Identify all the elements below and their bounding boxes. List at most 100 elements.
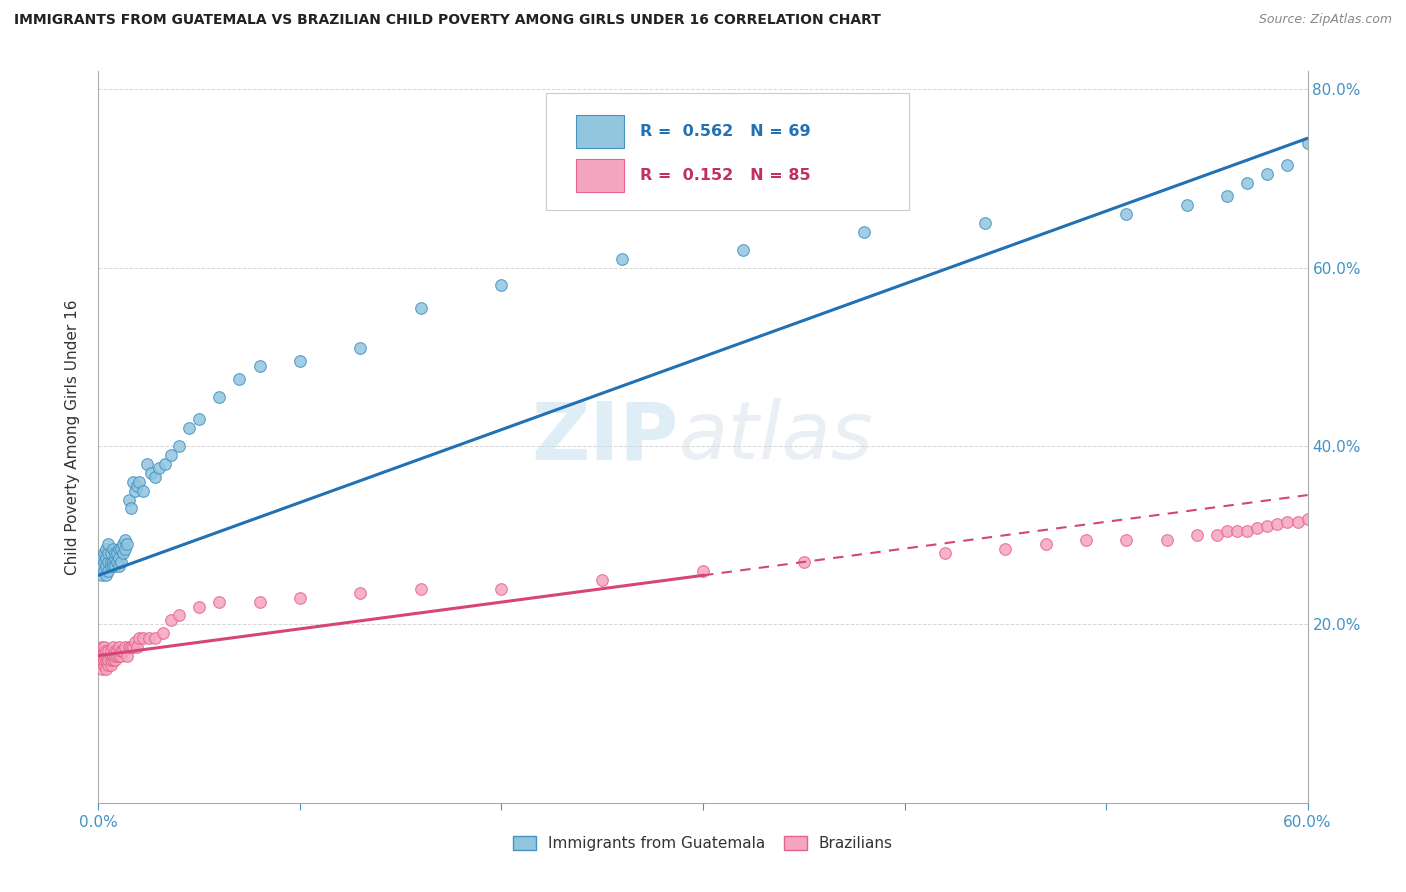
Point bbox=[93, 546, 115, 560]
Point bbox=[110, 648, 132, 663]
Point bbox=[288, 591, 311, 605]
Point bbox=[139, 466, 162, 480]
Point bbox=[1226, 524, 1249, 538]
Point bbox=[1236, 176, 1258, 190]
Point bbox=[118, 492, 141, 507]
Point bbox=[1185, 528, 1208, 542]
Point bbox=[103, 550, 125, 565]
Point bbox=[138, 631, 160, 645]
Point bbox=[97, 648, 120, 663]
Point bbox=[1156, 533, 1178, 547]
Point bbox=[96, 648, 118, 663]
Point bbox=[105, 555, 128, 569]
Point bbox=[167, 608, 190, 623]
Point bbox=[135, 457, 157, 471]
Point bbox=[1296, 512, 1319, 526]
Point bbox=[93, 653, 115, 667]
Point bbox=[1236, 524, 1258, 538]
Point bbox=[124, 635, 146, 649]
Legend: Immigrants from Guatemala, Brazilians: Immigrants from Guatemala, Brazilians bbox=[508, 830, 898, 857]
Text: ZIP: ZIP bbox=[531, 398, 679, 476]
Point bbox=[793, 555, 815, 569]
Point bbox=[89, 559, 111, 574]
Point bbox=[100, 546, 122, 560]
Point bbox=[101, 653, 124, 667]
Point bbox=[132, 631, 155, 645]
Point bbox=[105, 648, 128, 663]
Point bbox=[93, 564, 115, 578]
Point bbox=[153, 457, 176, 471]
Point bbox=[143, 631, 166, 645]
Point bbox=[1296, 136, 1319, 150]
Point bbox=[107, 550, 129, 565]
Point bbox=[100, 653, 122, 667]
Point bbox=[132, 483, 155, 498]
Point bbox=[100, 657, 122, 672]
Point bbox=[1074, 533, 1097, 547]
Point bbox=[97, 653, 120, 667]
Point bbox=[612, 252, 634, 266]
Point bbox=[1216, 189, 1239, 203]
Point bbox=[1216, 524, 1239, 538]
Point bbox=[160, 613, 183, 627]
Point bbox=[91, 640, 114, 654]
Point bbox=[115, 537, 138, 551]
Point bbox=[349, 586, 371, 600]
Point bbox=[100, 559, 122, 574]
Point bbox=[228, 372, 250, 386]
Point bbox=[103, 648, 125, 663]
Text: R =  0.562   N = 69: R = 0.562 N = 69 bbox=[640, 124, 811, 139]
Point bbox=[93, 644, 115, 658]
Point bbox=[1306, 510, 1329, 524]
Point bbox=[107, 541, 129, 556]
Point bbox=[208, 595, 231, 609]
Point bbox=[97, 537, 120, 551]
Point bbox=[120, 501, 142, 516]
Point bbox=[1115, 533, 1137, 547]
Point bbox=[249, 595, 271, 609]
Point bbox=[91, 568, 114, 582]
Point bbox=[934, 546, 956, 560]
Point bbox=[96, 644, 118, 658]
Point bbox=[1316, 508, 1339, 523]
Point bbox=[1367, 500, 1389, 514]
Point bbox=[111, 644, 134, 658]
Point bbox=[128, 631, 150, 645]
Point bbox=[101, 541, 124, 556]
Point bbox=[160, 448, 183, 462]
Point bbox=[121, 640, 143, 654]
Point bbox=[110, 644, 132, 658]
Point bbox=[111, 537, 134, 551]
Point bbox=[125, 640, 148, 654]
Point bbox=[125, 479, 148, 493]
Point bbox=[93, 657, 115, 672]
Point bbox=[1206, 528, 1229, 542]
Point bbox=[974, 216, 997, 230]
Point bbox=[853, 225, 876, 239]
Point bbox=[91, 653, 114, 667]
Point bbox=[1277, 515, 1299, 529]
Point bbox=[1115, 207, 1137, 221]
Point bbox=[1175, 198, 1198, 212]
Point bbox=[89, 657, 111, 672]
Point bbox=[114, 640, 136, 654]
Point bbox=[114, 533, 136, 547]
Point bbox=[692, 564, 714, 578]
Point bbox=[491, 582, 513, 596]
Point bbox=[121, 475, 143, 489]
Point bbox=[105, 546, 128, 560]
Point bbox=[89, 648, 111, 663]
FancyBboxPatch shape bbox=[576, 159, 624, 192]
FancyBboxPatch shape bbox=[576, 115, 624, 148]
Text: IMMIGRANTS FROM GUATEMALA VS BRAZILIAN CHILD POVERTY AMONG GIRLS UNDER 16 CORREL: IMMIGRANTS FROM GUATEMALA VS BRAZILIAN C… bbox=[14, 13, 882, 28]
Point bbox=[179, 421, 201, 435]
Point bbox=[167, 439, 190, 453]
Point bbox=[118, 640, 141, 654]
Point bbox=[101, 640, 124, 654]
Point bbox=[1256, 519, 1278, 533]
Text: Source: ZipAtlas.com: Source: ZipAtlas.com bbox=[1258, 13, 1392, 27]
Point bbox=[143, 470, 166, 484]
Text: R =  0.152   N = 85: R = 0.152 N = 85 bbox=[640, 168, 811, 183]
Point bbox=[111, 546, 134, 560]
FancyBboxPatch shape bbox=[546, 94, 908, 211]
